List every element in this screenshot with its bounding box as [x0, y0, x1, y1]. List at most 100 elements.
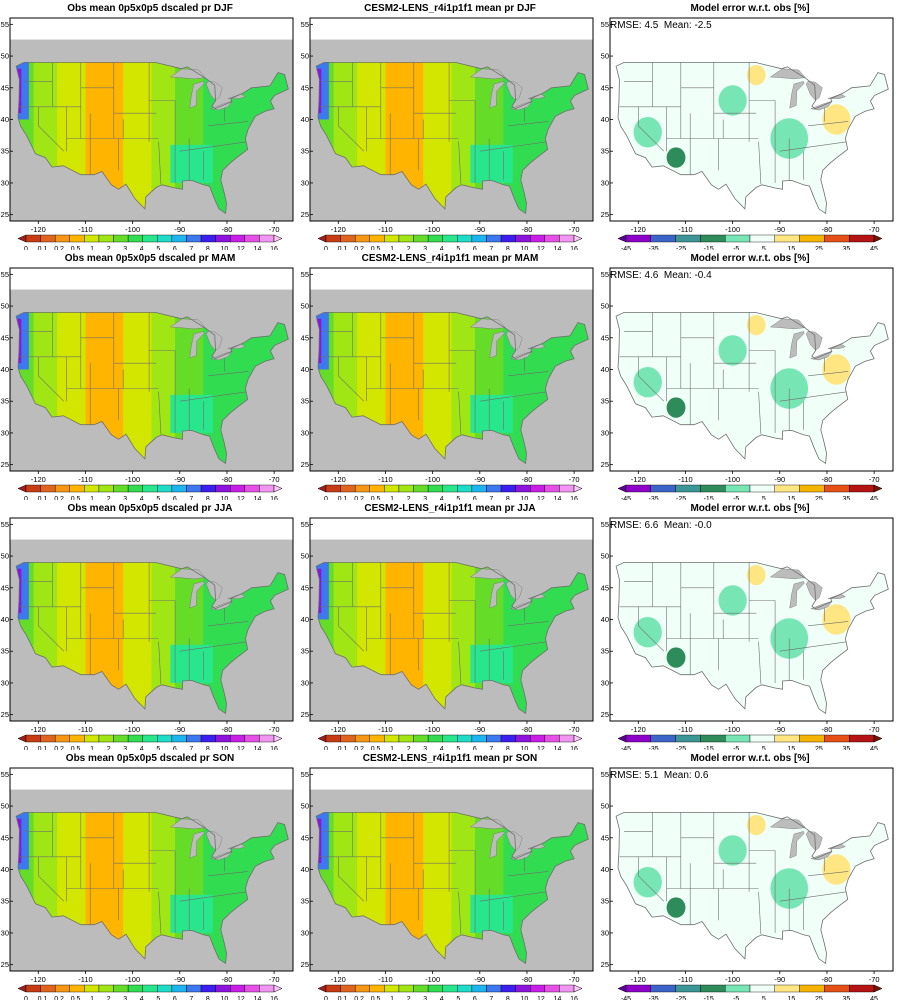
colorbar-label: 10 [221, 996, 229, 1000]
colorbar-label: 0.1 [38, 496, 48, 500]
colorbar-label: 0 [24, 996, 28, 1000]
colorbar-label: -5 [733, 496, 739, 500]
lat-tick-label: 30 [601, 178, 609, 187]
colorbar-label: -25 [676, 496, 686, 500]
colorbar-label: 0.1 [338, 746, 348, 750]
lat-tick-label: 40 [301, 615, 309, 624]
map-plot: -120 -110 -100 -90 -80 -70 25 30 35 40 45 50 55 -45 -3… [601, 267, 894, 500]
panel-title: Obs mean 0p5x0p5 dscaled pr MAM [64, 253, 236, 264]
colorbar-label: 1 [390, 246, 394, 250]
lon-tick-label: -100 [725, 225, 740, 234]
lat-tick-label: 40 [601, 115, 609, 124]
panel-title: Model error w.r.t. obs [%] [690, 753, 810, 764]
colorbar-label: -45 [621, 746, 631, 750]
colorbar-label: 5 [762, 746, 766, 750]
lon-tick-label: -80 [522, 225, 533, 234]
lon-tick-label: -90 [174, 975, 185, 984]
colorbar-label: 1 [90, 496, 94, 500]
lat-tick-label: 45 [601, 333, 609, 342]
colorbar-label: 7 [489, 996, 493, 1000]
colorbar-label: 12 [237, 246, 245, 250]
colorbar-label: 2 [407, 496, 411, 500]
colorbar-label: -35 [648, 746, 658, 750]
colorbar-label: 35 [843, 496, 851, 500]
lat-tick-label: 50 [601, 552, 609, 561]
colorbar-label: 2 [407, 246, 411, 250]
lat-tick-label: 45 [1, 333, 9, 342]
lat-tick-label: 30 [301, 678, 309, 687]
lon-tick-label: -100 [725, 475, 740, 484]
lat-tick-label: 55 [601, 520, 609, 529]
colorbar-label: 5 [456, 246, 460, 250]
lon-tick-label: -90 [774, 475, 785, 484]
lat-tick-label: 50 [301, 302, 309, 311]
coastline [315, 62, 589, 215]
lat-tick-label: 25 [1, 960, 9, 969]
lat-tick-label: 30 [301, 428, 309, 437]
lat-tick-label: 40 [301, 115, 309, 124]
colorbar-label: 16 [570, 496, 578, 500]
lat-tick-label: 25 [1, 460, 9, 469]
colorbar-label: 6 [473, 746, 477, 750]
lat-tick-label: 35 [301, 647, 309, 656]
colorbar-label: 6 [473, 496, 477, 500]
colorbar-label: 0.2 [354, 996, 364, 1000]
colorbar-label: -45 [621, 246, 631, 250]
map-plot: -120 -110 -100 -90 -80 -70 25 30 35 40 45 50 55 -45 -3… [601, 17, 894, 250]
lat-tick-label: 50 [601, 52, 609, 61]
lat-tick-label: 55 [1, 770, 9, 779]
colorbar-label: 1 [90, 246, 94, 250]
model-panel-son: CESM2-LENS_r4i1p1f1 mean pr SON -120 -110 -… [300, 750, 600, 1000]
colorbar-label: 14 [254, 996, 262, 1000]
model-panel-jja: CESM2-LENS_r4i1p1f1 mean pr JJA -120 -110 -… [300, 500, 600, 750]
colorbar-label: -15 [704, 746, 714, 750]
colorbar-label: 10 [521, 496, 529, 500]
lat-tick-label: 35 [601, 897, 609, 906]
lat-tick-label: 25 [301, 210, 309, 219]
colorbar-label: -35 [648, 496, 658, 500]
lat-tick-label: 55 [1, 520, 9, 529]
colorbar-label: 16 [570, 996, 578, 1000]
colorbar-label: 0.2 [354, 496, 364, 500]
lat-tick-label: 25 [601, 460, 609, 469]
colorbar-label: 5 [762, 996, 766, 1000]
colorbar-label: 15 [787, 996, 795, 1000]
colorbar-label: 12 [237, 746, 245, 750]
colorbar-label: 7 [189, 496, 193, 500]
lat-tick-label: 45 [301, 83, 309, 92]
lat-tick-label: 35 [301, 897, 309, 906]
lat-tick-label: 40 [1, 365, 9, 374]
colorbar-label: 35 [843, 246, 851, 250]
lat-tick-label: 35 [1, 397, 9, 406]
lat-tick-label: 45 [301, 333, 309, 342]
lat-tick-label: 50 [301, 52, 309, 61]
panel-title: CESM2-LENS_r4i1p1f1 mean pr DJF [364, 3, 536, 14]
colorbar-label: 16 [270, 246, 278, 250]
rmse-mean-annotation: RMSE: 4.5 Mean: -2.5 [610, 20, 712, 31]
colorbar-label: 0.5 [71, 996, 81, 1000]
colorbar-label: 10 [221, 246, 229, 250]
lon-tick-label: -70 [269, 225, 280, 234]
colorbar-label: 8 [506, 246, 510, 250]
colorbar-label: -35 [648, 246, 658, 250]
colorbar-label: 5 [156, 496, 160, 500]
lat-tick-label: 30 [301, 928, 309, 937]
colorbar-label: 4 [140, 496, 144, 500]
colorbar-label: 0.1 [338, 496, 348, 500]
lon-tick-label: -80 [222, 475, 233, 484]
lon-tick-label: -70 [269, 975, 280, 984]
lat-tick-label: 55 [601, 770, 609, 779]
lat-tick-label: 40 [601, 615, 609, 624]
lon-tick-label: -70 [869, 725, 880, 734]
error-panel-mam: Model error w.r.t. obs [%] -120 -110 -100 -9… [600, 250, 900, 500]
lon-tick-label: -80 [822, 975, 833, 984]
lat-tick-label: 40 [1, 865, 9, 874]
colorbar-label: 2 [107, 496, 111, 500]
lat-tick-label: 40 [301, 865, 309, 874]
map-plot: -120 -110 -100 -90 -80 -70 25 30 35 40 45 50 55 -45 -3… [601, 767, 894, 1000]
